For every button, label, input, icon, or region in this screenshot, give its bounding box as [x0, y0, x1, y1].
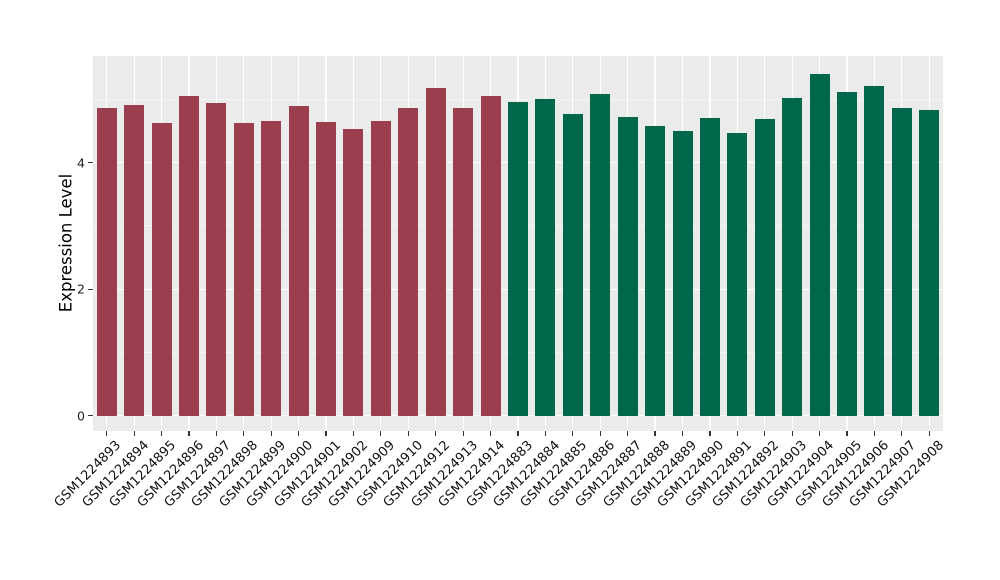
- bar-GSM1224914: [480, 96, 501, 416]
- bar-GSM1224897: [206, 102, 227, 416]
- bar-GSM1224913: [453, 107, 474, 416]
- x-tick-mark-GSM1224906: [873, 431, 876, 436]
- x-tick-mark-GSM1224905: [846, 431, 848, 436]
- x-tick-mark-GSM1224892: [764, 431, 766, 436]
- bar-GSM1224889: [672, 131, 693, 416]
- x-tick-mark-GSM1224913: [462, 431, 464, 436]
- bar-GSM1224892: [754, 119, 775, 416]
- x-tick-mark-GSM1224908: [928, 431, 930, 436]
- y-tick-mark-2: [88, 288, 93, 290]
- bar-GSM1224907: [891, 108, 912, 416]
- x-tick-mark-GSM1224903: [791, 431, 793, 436]
- x-tick-mark-GSM1224898: [243, 431, 245, 436]
- bar-GSM1224902: [343, 129, 364, 416]
- x-tick-mark-GSM1224904: [819, 431, 821, 436]
- bar-GSM1224912: [425, 88, 446, 416]
- bar-GSM1224887: [617, 116, 638, 416]
- x-tick-mark-GSM1224897: [215, 431, 217, 436]
- y-tick-label-4: 4: [77, 155, 85, 171]
- bar-GSM1224909: [370, 120, 391, 416]
- x-tick-mark-GSM1224883: [517, 431, 519, 436]
- bar-GSM1224905: [837, 92, 858, 416]
- bar-GSM1224886: [590, 93, 611, 416]
- bar-GSM1224898: [233, 122, 254, 416]
- x-tick-mark-GSM1224887: [627, 431, 629, 436]
- x-tick-mark-GSM1224910: [407, 431, 409, 436]
- x-tick-mark-GSM1224914: [489, 431, 492, 436]
- bar-GSM1224890: [699, 117, 720, 416]
- x-tick-mark-GSM1224893: [106, 431, 108, 436]
- x-tick-mark-GSM1224890: [709, 431, 711, 436]
- x-tick-mark-GSM1224894: [133, 431, 135, 436]
- x-tick-mark-GSM1224889: [681, 431, 684, 436]
- x-tick-mark-GSM1224900: [298, 431, 300, 436]
- bar-GSM1224895: [151, 123, 172, 416]
- x-tick-mark-GSM1224885: [572, 431, 574, 436]
- bar-GSM1224910: [398, 108, 419, 416]
- x-tick-mark-GSM1224895: [160, 431, 163, 436]
- x-tick-mark-GSM1224896: [188, 431, 190, 436]
- bar-GSM1224900: [288, 105, 309, 416]
- y-tick-label-0: 0: [77, 408, 85, 424]
- x-tick-mark-GSM1224901: [325, 431, 327, 436]
- bar-GSM1224883: [508, 101, 528, 416]
- bar-GSM1224888: [645, 126, 666, 416]
- bar-GSM1224904: [809, 74, 830, 416]
- x-tick-mark-GSM1224899: [270, 431, 272, 436]
- bar-GSM1224891: [727, 132, 748, 416]
- x-tick-mark-GSM1224912: [435, 431, 437, 436]
- plot-panel: [93, 56, 943, 431]
- y-tick-mark-4: [88, 162, 93, 164]
- bar-GSM1224894: [124, 104, 145, 416]
- x-tick-mark-GSM1224907: [901, 431, 903, 436]
- bar-GSM1224906: [864, 86, 885, 416]
- bar-GSM1224896: [178, 95, 199, 416]
- x-tick-mark-GSM1224902: [352, 431, 355, 436]
- bar-GSM1224893: [96, 108, 117, 416]
- y-tick-mark-0: [88, 415, 93, 417]
- y-axis-title: Expression Level: [56, 173, 76, 313]
- bar-GSM1224908: [919, 109, 940, 416]
- x-tick-mark-GSM1224884: [544, 431, 546, 436]
- x-tick-mark-GSM1224891: [736, 431, 738, 436]
- bar-GSM1224903: [782, 98, 803, 416]
- x-tick-mark-GSM1224888: [654, 431, 656, 436]
- bar-GSM1224884: [535, 99, 556, 416]
- bar-GSM1224901: [316, 122, 337, 416]
- x-tick-mark-GSM1224886: [599, 431, 601, 436]
- y-tick-label-2: 2: [77, 281, 85, 297]
- bar-GSM1224885: [562, 113, 583, 416]
- x-tick-mark-GSM1224909: [380, 431, 382, 436]
- bar-GSM1224899: [261, 120, 282, 416]
